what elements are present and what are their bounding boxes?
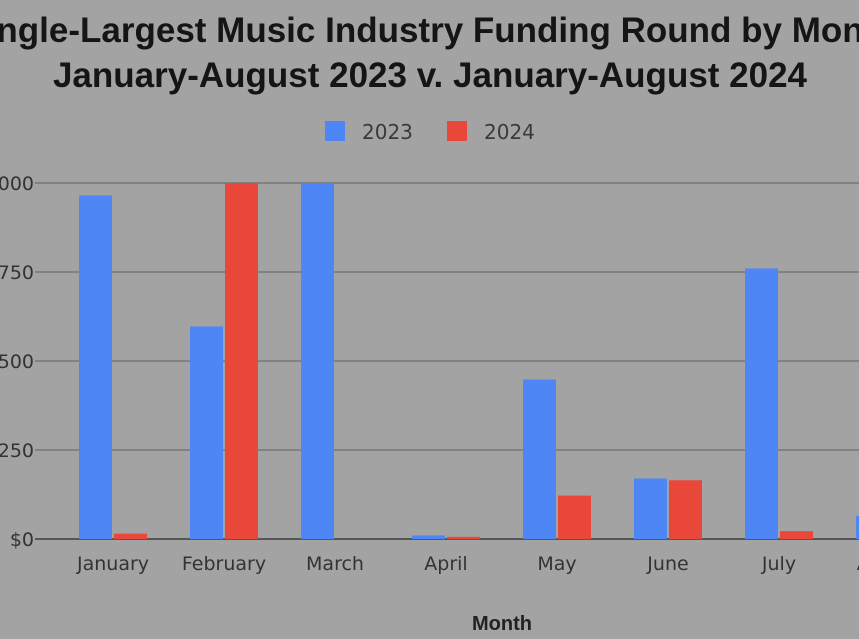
bar-2023-may xyxy=(523,379,556,539)
x-tick-label: February xyxy=(182,553,266,575)
bar-2024-june xyxy=(669,480,702,539)
bars xyxy=(79,183,859,539)
gridlines xyxy=(35,182,859,540)
bar-2023-april xyxy=(412,535,445,539)
x-tick-label: March xyxy=(306,553,364,575)
bar-2023-february xyxy=(190,326,223,539)
legend-swatch-2023 xyxy=(325,121,345,141)
y-tick-label: 500 xyxy=(0,351,34,373)
chart-legend: 2023 2024 xyxy=(325,120,535,144)
bar-2023-june xyxy=(634,478,667,539)
x-tick-label: January xyxy=(76,553,149,575)
y-tick-label: 750 xyxy=(0,262,34,284)
bar-2024-april xyxy=(447,536,480,539)
y-axis-ticks: $0 250 500 750 1000 xyxy=(0,173,34,551)
bar-2023-march xyxy=(301,183,334,539)
x-tick-label: July xyxy=(761,553,796,575)
x-tick-label: June xyxy=(646,553,688,575)
bar-2023-august xyxy=(856,515,859,539)
chart-title-line-2: January-August 2023 v. January-August 20… xyxy=(53,56,808,95)
bar-2024-may xyxy=(558,495,591,539)
x-axis-label: Month xyxy=(472,613,532,635)
x-tick-label: April xyxy=(424,553,467,575)
legend-swatch-2024 xyxy=(447,121,467,141)
y-tick-label: 250 xyxy=(0,440,34,462)
y-tick-label: 1000 xyxy=(0,173,34,195)
legend-label-2024: 2024 xyxy=(484,120,535,144)
x-tick-label: August xyxy=(857,553,859,575)
bar-2023-july xyxy=(745,268,778,539)
bar-2024-february xyxy=(225,183,258,539)
legend-label-2023: 2023 xyxy=(362,120,413,144)
y-tick-label: $0 xyxy=(10,529,34,551)
bar-2024-july xyxy=(780,531,813,539)
bar-2023-january xyxy=(79,195,112,539)
bar-2024-january xyxy=(114,533,147,539)
chart-title-line-1: Single-Largest Music Industry Funding Ro… xyxy=(0,11,859,50)
x-tick-label: May xyxy=(537,553,576,575)
x-axis-ticks: January February March April May June July Augu… xyxy=(76,553,859,575)
